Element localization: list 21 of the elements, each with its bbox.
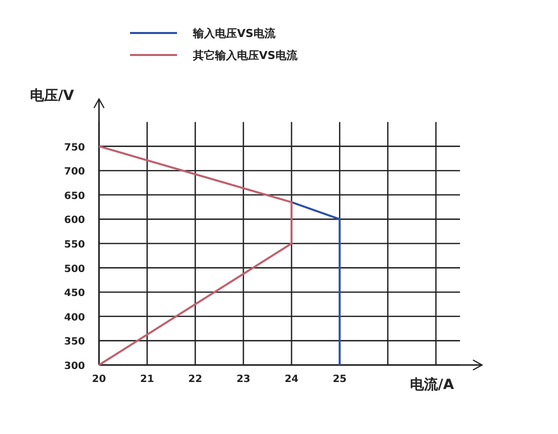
x-tick-label: 20 [92,374,106,385]
x-axis-title: 电流/A [410,376,454,393]
x-tick-label: 22 [188,374,202,385]
y-tick-label: 350 [64,336,86,348]
y-tick-label: 500 [64,264,86,275]
x-tick-label: 21 [140,374,154,385]
y-tick-label: 300 [64,361,86,372]
y-tick-label: 450 [64,288,86,300]
x-tick-label: 25 [332,374,347,385]
y-tick-label: 650 [64,190,86,202]
y-tick-label: 550 [64,240,86,250]
line-series [98,145,293,366]
y-tick-label: 700 [64,166,86,178]
y-tick-label: 750 [64,142,86,154]
y-axis-title: 电压/V [30,88,74,104]
y-tick-label: 400 [64,312,86,324]
legend-label: 其它输入电压VS电流 [192,49,298,62]
x-tick-label: 24 [284,374,299,385]
x-tick-label: 23 [236,374,250,385]
y-tick-label: 600 [64,215,86,226]
legend-label: 输入电压VS电流 [192,27,276,40]
